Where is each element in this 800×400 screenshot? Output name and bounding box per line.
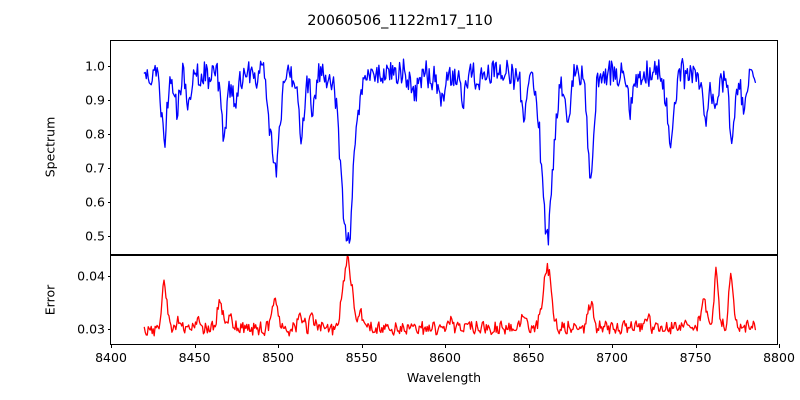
x-tick-label: 8700 xyxy=(596,350,628,365)
error-y-tick-mark xyxy=(107,275,111,277)
x-tick-label: 8400 xyxy=(95,350,127,365)
x-tick-label: 8550 xyxy=(345,350,378,365)
spectrum-plot-panel: 1.0 0.9 0.8 0.7 0.6 0.5 xyxy=(85,40,778,255)
x-tick-label: 8650 xyxy=(512,350,545,365)
x-tick-mark xyxy=(445,344,446,348)
error-line-plot xyxy=(143,256,757,337)
x-tick-mark xyxy=(111,344,112,348)
x-axis-label: Wavelength xyxy=(406,370,482,385)
x-tick-mark xyxy=(278,344,279,348)
x-tick-mark xyxy=(361,344,363,348)
figure-title: 20060506_1122m17_110 xyxy=(307,13,493,29)
x-tick-mark xyxy=(779,344,780,348)
spectrum-y-tick-label: 0.9 xyxy=(85,92,105,108)
spectrum-line-plot xyxy=(143,58,757,246)
error-y-tick-mark xyxy=(107,329,111,330)
spectrum-y-tick-label: 0.5 xyxy=(85,228,105,244)
spectrum-y-tick-mark xyxy=(107,201,111,203)
x-tick-mark xyxy=(194,344,196,348)
x-tick-mark xyxy=(528,344,530,348)
x-tick-label: 8500 xyxy=(262,350,294,365)
x-tick-label: 8450 xyxy=(178,350,211,365)
spectrum-y-tick-mark xyxy=(107,168,111,169)
x-tick-mark xyxy=(695,344,697,348)
spectrum-y-tick-mark xyxy=(107,66,111,68)
x-tick-label: 8800 xyxy=(763,350,795,365)
spectrum-y-tick-label: 0.6 xyxy=(85,194,105,210)
error-y-tick-label: 0.04 xyxy=(77,268,105,284)
spectrum-y-tick-label: 0.7 xyxy=(85,160,105,176)
x-tick-mark xyxy=(612,344,613,348)
error-data-line xyxy=(143,256,757,337)
spectrum-y-tick-mark xyxy=(107,134,111,136)
spectrum-y-tick-label: 1.0 xyxy=(85,58,105,74)
spectrum-y-tick-label: 0.8 xyxy=(85,126,105,142)
error-axis-label: Error xyxy=(42,284,58,316)
x-tick-label: 8600 xyxy=(429,350,461,365)
spectrum-axis-label: Spectrum xyxy=(42,116,58,178)
spectrum-y-tick-mark xyxy=(107,100,111,102)
error-plot-panel: 0.04 0.03 8400 8450 8500 8550 8600 8650 8700 875… xyxy=(77,255,795,365)
x-tick-label: 8750 xyxy=(679,350,712,365)
spectrum-y-tick-mark xyxy=(107,235,111,237)
spectrum-data-line xyxy=(143,58,757,246)
error-y-tick-label: 0.03 xyxy=(77,321,105,337)
